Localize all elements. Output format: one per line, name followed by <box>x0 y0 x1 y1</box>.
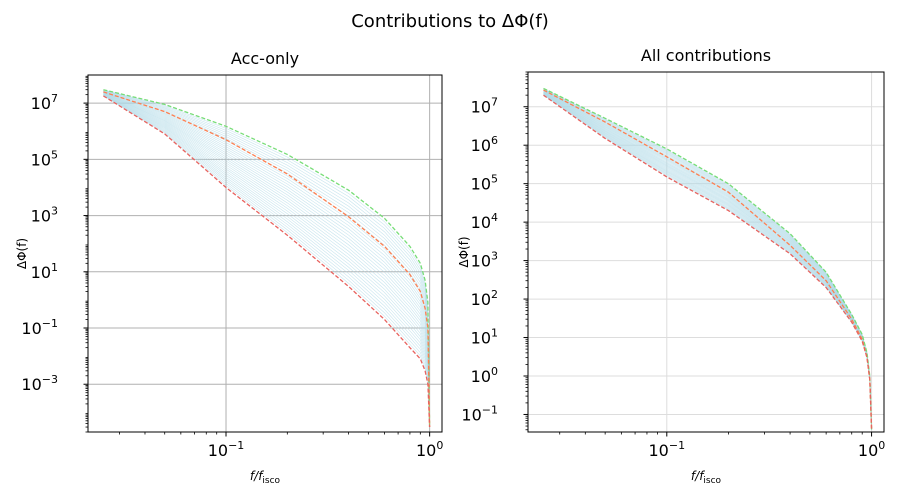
y-tick-label: 105 <box>31 148 58 169</box>
band-curve <box>103 95 430 428</box>
band-curve <box>103 94 430 428</box>
panel-title: Acc-only <box>231 49 299 68</box>
band-curve <box>543 89 872 430</box>
band-curve <box>103 93 430 428</box>
band-curve <box>103 91 430 428</box>
series-line-2 <box>103 91 431 428</box>
y-tick-label: 107 <box>31 92 58 113</box>
band-curve <box>543 90 872 430</box>
x-tick-label: 10−1 <box>649 439 686 460</box>
band-curve <box>103 90 430 428</box>
y-tick-label: 10−1 <box>21 317 58 338</box>
y-tick-label: 101 <box>31 261 58 282</box>
band-curve <box>543 92 872 430</box>
acc-only-panel: 10−1 100 10−3 10−1 101 103 105 107 Acc-only f/fis… <box>15 49 443 486</box>
axes-frame <box>527 71 885 433</box>
band-curve <box>543 88 872 430</box>
band-curve <box>543 93 872 430</box>
band-curve <box>103 95 430 428</box>
band-curve <box>543 88 872 430</box>
y-tick-label: 105 <box>471 173 498 194</box>
band-curve <box>543 88 872 430</box>
series-line-3 <box>103 95 431 428</box>
y-tick-label: 10−3 <box>21 373 58 394</box>
band-curve <box>103 93 430 428</box>
band-curve <box>543 92 872 430</box>
band-curve <box>103 92 430 428</box>
band-curve <box>103 94 430 428</box>
series-line-1 <box>543 87 873 430</box>
band-curve <box>103 94 430 428</box>
band-curve <box>103 92 430 428</box>
band-curve <box>543 89 872 430</box>
band-curve <box>103 90 430 428</box>
axes-frame <box>87 74 443 433</box>
band-curve <box>103 89 430 428</box>
band-curve <box>103 91 430 428</box>
y-tick-label: 106 <box>471 134 498 155</box>
band-curve <box>103 89 430 428</box>
band-curve <box>103 89 430 428</box>
series-line-3 <box>543 94 873 430</box>
band-curve <box>543 89 872 430</box>
band-curve <box>103 93 430 428</box>
y-tick-label: 104 <box>471 211 498 232</box>
band-curve <box>543 92 872 430</box>
series-line-1 <box>103 89 431 428</box>
band-curve <box>103 91 430 428</box>
plot-area <box>543 87 873 430</box>
panel-title: All contributions <box>641 46 771 65</box>
band-curve <box>543 88 872 430</box>
x-axis-label: f/fisco <box>691 469 722 486</box>
band-curve <box>103 93 430 428</box>
y-axis-label: ΔΦ(f) <box>15 238 29 269</box>
y-tick-label: 103 <box>471 250 498 271</box>
y-tick-label: 100 <box>471 365 498 386</box>
band-curve <box>543 89 872 430</box>
band-curve <box>103 94 430 428</box>
band-curve <box>543 93 872 430</box>
x-tick-label: 100 <box>858 439 885 460</box>
band-curve <box>543 93 872 430</box>
plot-area <box>103 89 431 428</box>
all-contributions-panel: 10−1 100 10−1 100 101 102 103 104 105 106 107 All c… <box>457 46 885 486</box>
band-curve <box>543 93 872 430</box>
band-curve <box>103 93 430 428</box>
y-axis-label: ΔΦ(f) <box>457 236 471 267</box>
x-tick-label: 100 <box>416 439 443 460</box>
figure-suptitle: Contributions to ΔΦ(f) <box>351 11 549 32</box>
x-tick-label: 10−1 <box>208 439 245 460</box>
series-line-2 <box>543 89 873 430</box>
band-curve <box>103 92 430 428</box>
band-curve <box>103 92 430 428</box>
band-curve <box>543 94 872 430</box>
band-curve <box>103 91 430 428</box>
band-curve <box>103 90 430 428</box>
band-curve <box>103 92 430 428</box>
x-axis-label: f/fisco <box>250 469 281 486</box>
y-tick-label: 103 <box>31 205 58 226</box>
y-tick-label: 101 <box>471 327 498 348</box>
band-curve <box>103 94 430 428</box>
y-tick-label: 107 <box>471 96 498 117</box>
y-tick-label: 10−1 <box>461 403 498 424</box>
y-tick-label: 102 <box>471 288 498 309</box>
